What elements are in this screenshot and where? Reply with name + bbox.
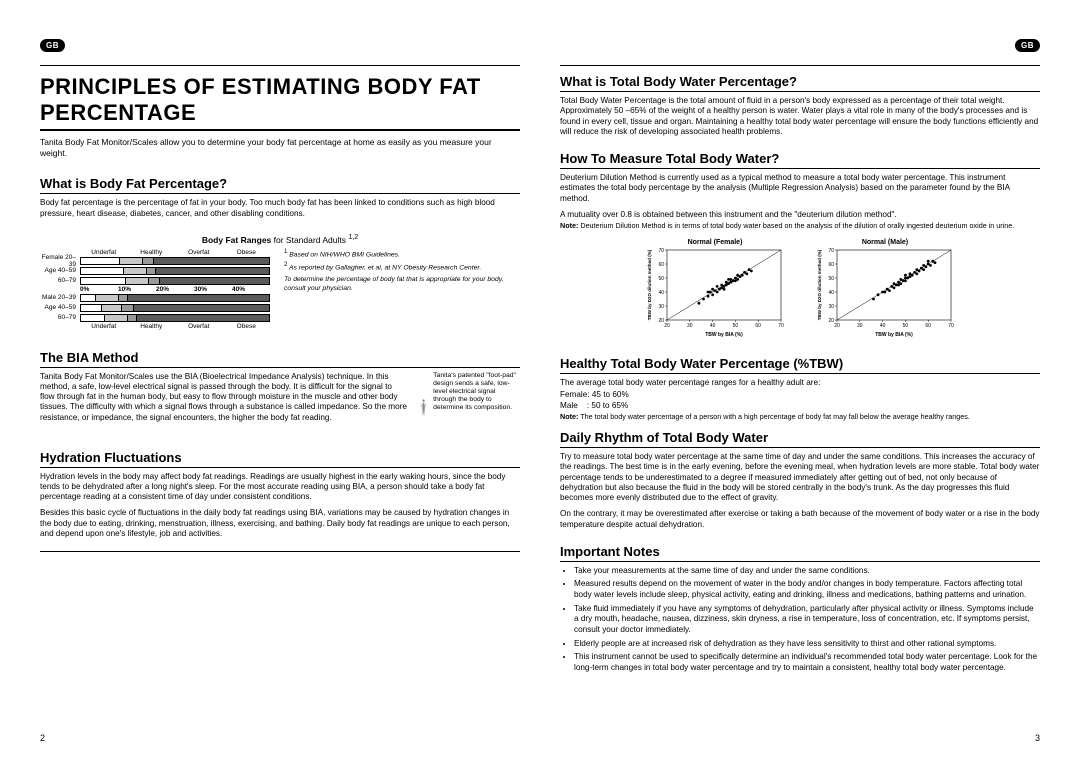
- bia-caption: Tanita's patented "foot-pad" design send…: [433, 372, 520, 413]
- svg-text:70: 70: [828, 248, 834, 254]
- text-hydration-2: Besides this basic cycle of fluctuations…: [40, 508, 520, 539]
- svg-text:50: 50: [828, 276, 834, 282]
- badge-row-right: GB: [560, 35, 1040, 53]
- bodyfat-ranges-chart: Body Fat Ranges for Standard Adults 1,2 …: [40, 233, 520, 330]
- text-rhythm-1: Try to measure total body water percenta…: [560, 452, 1040, 503]
- scatter-charts: Normal (Female) 202030304040505060607070…: [560, 239, 1040, 338]
- note-text: The total body water percentage of a per…: [578, 412, 969, 421]
- heading-hydration: Hydration Fluctuations: [40, 450, 520, 468]
- note-item: Take fluid immediately if you have any s…: [574, 604, 1040, 636]
- svg-text:60: 60: [828, 262, 834, 268]
- page-number-left: 2: [40, 723, 520, 743]
- badge-row: GB: [40, 35, 520, 53]
- heading-tbw: What is Total Body Water Percentage?: [560, 74, 1040, 92]
- scatter-female: Normal (Female) 2020 30 30 40 40 50 50 60 60 70 70…: [645, 239, 785, 338]
- svg-text:50: 50: [903, 323, 909, 329]
- bf-title-bold: Body Fat Ranges: [202, 235, 271, 245]
- svg-text:TBW by D2O dilution method (%): TBW by D2O dilution method (%): [817, 249, 822, 320]
- divider: [40, 551, 520, 552]
- text-healthy-female: Female: 45 to 60%: [560, 390, 1040, 400]
- page-right: GB What is Total Body Water Percentage? …: [560, 35, 1040, 743]
- scatter-svg-m: 2020 30 30 40 40 50 50 60 60 70 70 TBW by BIA (%) TB…: [815, 248, 955, 338]
- svg-text:TBW by D2O dilution method (%): TBW by D2O dilution method (%): [647, 249, 652, 320]
- note-item: Elderly people are at increased risk of …: [574, 639, 1040, 650]
- heading-measure-tbw: How To Measure Total Body Water?: [560, 151, 1040, 169]
- svg-text:TBW by BIA (%): TBW by BIA (%): [705, 332, 743, 338]
- text-measure-1: Deuterium Dilution Method is currently u…: [560, 173, 1040, 204]
- svg-text:20: 20: [828, 318, 834, 324]
- svg-text:70: 70: [948, 323, 954, 329]
- svg-text:50: 50: [658, 276, 664, 282]
- heading-bodyfat: What is Body Fat Percentage?: [40, 176, 520, 194]
- svg-text:70: 70: [658, 248, 664, 254]
- bf-table: UnderfatHealthyOverfatObeseFemale 20–39A…: [40, 249, 270, 330]
- gb-badge: GB: [1015, 39, 1040, 52]
- note-item: This instrument cannot be used to specif…: [574, 652, 1040, 673]
- page-spread: GB PRINCIPLES OF ESTIMATING BODY FAT PER…: [40, 35, 1040, 743]
- svg-text:30: 30: [828, 304, 834, 310]
- svg-text:30: 30: [658, 304, 664, 310]
- svg-text:20: 20: [664, 323, 670, 329]
- text-healthy-intro: The average total body water percentage …: [560, 378, 1040, 388]
- svg-text:60: 60: [658, 262, 664, 268]
- main-title: PRINCIPLES OF ESTIMATING BODY FAT PERCEN…: [40, 74, 520, 131]
- page-number-right: 3: [560, 723, 1040, 743]
- note-label: Note:: [560, 221, 578, 230]
- text-healthy-male: Male : 50 to 65%: [560, 401, 1040, 411]
- note-label: Note:: [560, 412, 578, 421]
- person-icon: [420, 372, 427, 442]
- svg-text:70: 70: [778, 323, 784, 329]
- text-rhythm-2: On the contrary, it may be overestimated…: [560, 509, 1040, 530]
- scatter-male: Normal (Male) 2020 30 30 40 40 50 50 60 60 70 70 TB…: [815, 239, 955, 338]
- svg-text:40: 40: [710, 323, 716, 329]
- svg-text:40: 40: [828, 290, 834, 296]
- scatter-title-m: Normal (Male): [815, 239, 955, 246]
- note-text: Deuterium Dilution Method is in terms of…: [578, 221, 1014, 230]
- notes-list: Take your measurements at the same time …: [560, 566, 1040, 677]
- svg-text:TBW by BIA (%): TBW by BIA (%): [875, 332, 913, 338]
- svg-text:30: 30: [687, 323, 693, 329]
- gb-badge: GB: [40, 39, 65, 52]
- bf-title-sup: 1,2: [348, 233, 358, 241]
- scatter-svg-f: 2020 30 30 40 40 50 50 60 60 70 70 TBW by BIA (%) TB…: [645, 248, 785, 338]
- note-healthy: Note: The total body water percentage of…: [560, 413, 1040, 422]
- bf-title: Body Fat Ranges for Standard Adults 1,2: [40, 233, 520, 245]
- svg-text:20: 20: [834, 323, 840, 329]
- note-item: Take your measurements at the same time …: [574, 566, 1040, 577]
- bia-section: Tanita Body Fat Monitor/Scales use the B…: [40, 372, 520, 442]
- top-rule: [560, 65, 1040, 66]
- svg-text:60: 60: [755, 323, 761, 329]
- bf-title-rest: for Standard Adults: [271, 235, 348, 245]
- heading-daily-rhythm: Daily Rhythm of Total Body Water: [560, 430, 1040, 448]
- svg-text:30: 30: [857, 323, 863, 329]
- svg-text:60: 60: [925, 323, 931, 329]
- svg-text:50: 50: [733, 323, 739, 329]
- scatter-title-f: Normal (Female): [645, 239, 785, 246]
- heading-healthy-tbw: Healthy Total Body Water Percentage (%TB…: [560, 356, 1040, 374]
- svg-text:40: 40: [658, 290, 664, 296]
- top-rule: [40, 65, 520, 66]
- bia-figure: Tanita's patented "foot-pad" design send…: [420, 372, 520, 442]
- page-left: GB PRINCIPLES OF ESTIMATING BODY FAT PER…: [40, 35, 520, 743]
- text-measure-2: A mutuality over 0.8 is obtained between…: [560, 210, 1040, 220]
- text-tbw: Total Body Water Percentage is the total…: [560, 96, 1040, 137]
- text-hydration-1: Hydration levels in the body may affect …: [40, 472, 520, 503]
- heading-bia: The BIA Method: [40, 350, 520, 368]
- svg-text:20: 20: [658, 318, 664, 324]
- heading-important-notes: Important Notes: [560, 544, 1040, 562]
- text-bia: Tanita Body Fat Monitor/Scales use the B…: [40, 372, 408, 436]
- note-item: Measured results depend on the movement …: [574, 579, 1040, 600]
- intro-text: Tanita Body Fat Monitor/Scales allow you…: [40, 137, 520, 158]
- bf-footnotes: 1 Based on NIH/WHO BMI Guidelines.2 As r…: [270, 249, 520, 296]
- text-bodyfat: Body fat percentage is the percentage of…: [40, 198, 520, 219]
- svg-text:40: 40: [880, 323, 886, 329]
- note-deuterium: Note: Deuterium Dilution Method is in te…: [560, 222, 1040, 231]
